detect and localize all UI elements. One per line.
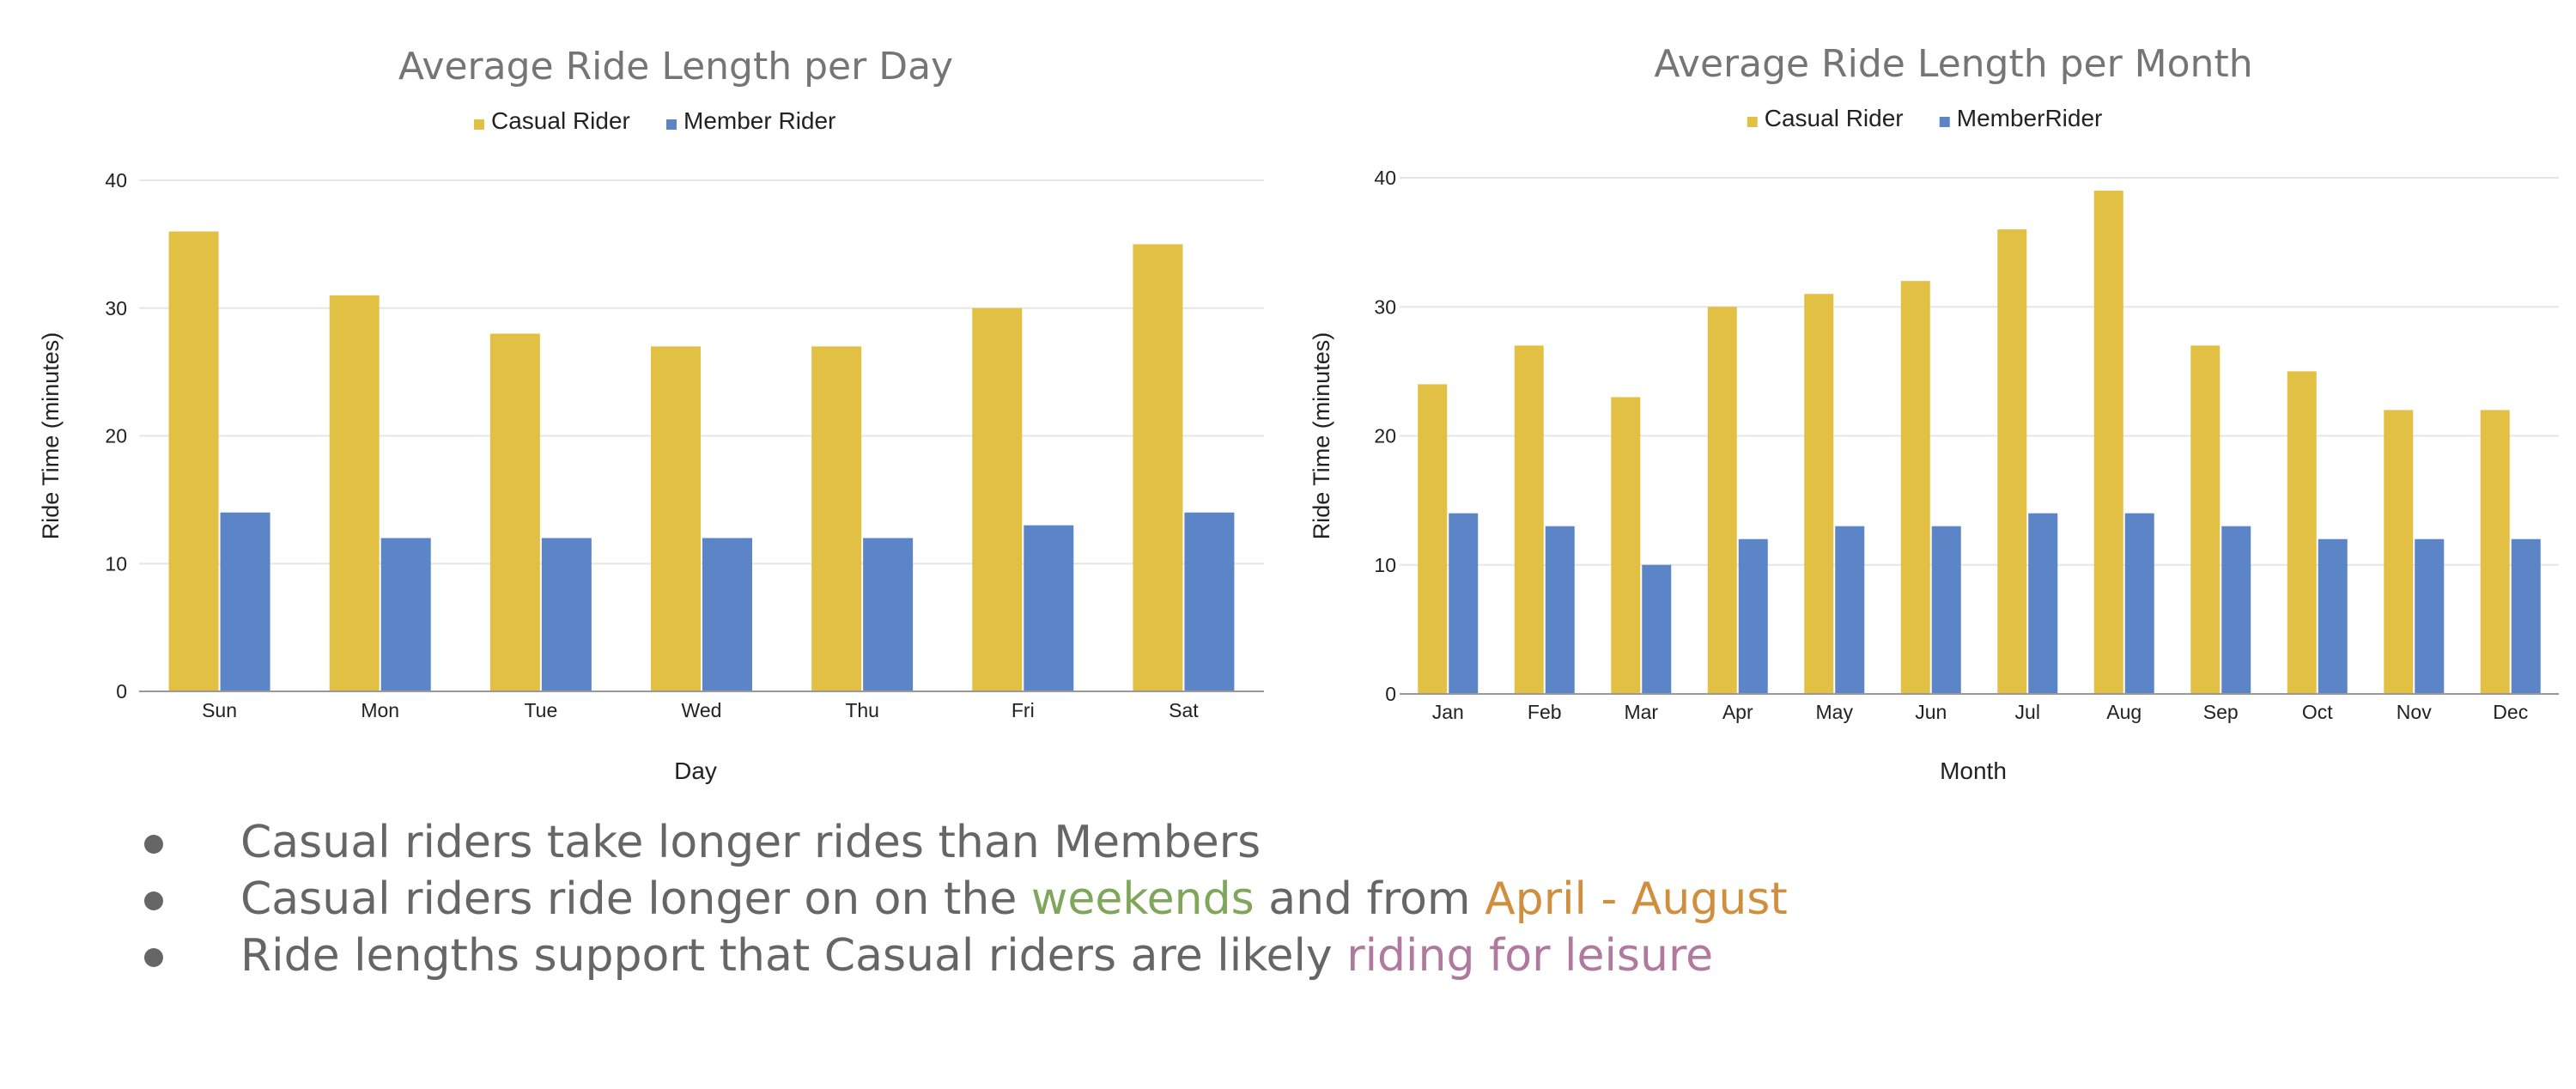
finding-text: Ride lengths support that Casual riders … xyxy=(240,928,1713,984)
member-bar-sat xyxy=(1184,512,1235,691)
member-bar-sep xyxy=(2221,526,2251,694)
casual-bar-thu xyxy=(811,346,862,691)
casual-bar-tue xyxy=(489,333,540,691)
finding-text-segment: weekends xyxy=(1030,873,1255,925)
casual-bar-wed xyxy=(651,346,701,691)
member-bar-sun xyxy=(220,512,270,691)
finding-text-segment: Ride lengths support that Casual riders … xyxy=(240,930,1347,982)
legend-swatch-casual xyxy=(474,119,484,130)
casual-bar-fri xyxy=(972,307,1023,691)
legend: Casual Rider Member Rider xyxy=(474,107,835,134)
casual-bar-feb xyxy=(1514,345,1544,694)
legend-label-casual: Casual Rider xyxy=(1765,105,1904,131)
member-bar-jan xyxy=(1449,513,1479,694)
casual-bar-oct xyxy=(2287,371,2317,694)
bullet-dot-icon xyxy=(144,891,163,910)
x-tick-label: Nov xyxy=(2397,701,2432,723)
y-tick-label: 30 xyxy=(105,297,127,319)
x-tick-label: Feb xyxy=(1528,701,1562,723)
legend-swatch-member xyxy=(1939,117,1950,127)
casual-bar-may xyxy=(1804,294,1834,694)
finding-text-segment: April - August xyxy=(1485,873,1788,925)
legend-swatch-casual xyxy=(1747,117,1758,127)
chart-title: Average Ride Length per Day xyxy=(398,45,953,88)
bullet-dot-icon xyxy=(144,948,163,967)
x-tick-label: Sat xyxy=(1169,699,1199,721)
chart-title: Average Ride Length per Month xyxy=(1654,42,2252,86)
casual-bar-nov xyxy=(2384,410,2414,694)
x-axis-label: Month xyxy=(1940,757,2007,784)
casual-bar-sat xyxy=(1133,244,1183,691)
y-tick-label: 30 xyxy=(1374,295,1396,318)
member-bar-oct xyxy=(2318,538,2348,694)
x-tick-label: Sep xyxy=(2203,701,2239,723)
casual-bar-sep xyxy=(2190,345,2221,694)
casual-bar-apr xyxy=(1707,307,1737,694)
legend-swatch-member xyxy=(666,119,677,130)
member-bar-mon xyxy=(380,538,431,691)
casual-bar-mar xyxy=(1611,397,1641,694)
casual-bar-jan xyxy=(1418,384,1448,694)
casual-bar-sun xyxy=(168,231,219,691)
member-bar-tue xyxy=(541,538,592,691)
chart-ride-length-per-month: Average Ride Length per Month Casual Ride… xyxy=(1309,42,2559,784)
member-bar-nov xyxy=(2415,538,2445,694)
x-tick-label: Mar xyxy=(1624,701,1658,723)
x-tick-label: Mon xyxy=(361,699,399,721)
casual-bar-dec xyxy=(2480,410,2510,694)
x-tick-label: Fri xyxy=(1012,699,1035,721)
y-tick-label: 10 xyxy=(105,552,127,575)
member-bar-fri xyxy=(1024,525,1074,691)
member-bar-jun xyxy=(1931,526,1961,694)
y-tick-label: 20 xyxy=(1374,425,1396,447)
casual-bar-mon xyxy=(329,295,380,691)
member-bar-wed xyxy=(702,538,752,691)
member-bar-aug xyxy=(2124,513,2154,694)
x-tick-label: Wed xyxy=(682,699,722,721)
finding-text-segment: Casual riders ride longer on on the xyxy=(240,873,1031,925)
x-tick-label: Jun xyxy=(1915,701,1947,723)
member-bar-thu xyxy=(863,538,914,691)
casual-bar-jun xyxy=(1900,281,1930,694)
x-tick-label: Jan xyxy=(1432,701,1464,723)
y-axis-label: Ride Time (minutes) xyxy=(38,332,64,540)
x-tick-label: Sun xyxy=(202,699,237,721)
y-tick-label: 10 xyxy=(1374,554,1396,576)
x-tick-label: Jul xyxy=(2015,701,2040,723)
y-axis-label: Ride Time (minutes) xyxy=(1309,332,1334,540)
x-tick-label: Dec xyxy=(2493,701,2528,723)
casual-bar-aug xyxy=(2093,191,2123,694)
member-bar-may xyxy=(1835,526,1865,694)
finding-text-segment: Casual riders take longer rides than Mem… xyxy=(240,817,1261,868)
y-tick-label: 40 xyxy=(1374,167,1396,189)
x-tick-label: May xyxy=(1816,701,1854,723)
x-tick-label: Apr xyxy=(1722,701,1753,723)
x-tick-label: Oct xyxy=(2302,701,2333,723)
legend-label-casual: Casual Rider xyxy=(491,107,630,134)
legend-label-member: Member Rider xyxy=(683,107,835,134)
legend-label-member: MemberRider xyxy=(1957,105,2103,131)
x-tick-label: Aug xyxy=(2106,701,2142,723)
member-bar-apr xyxy=(1738,538,1768,694)
member-bar-dec xyxy=(2511,538,2541,694)
finding-text-segment: riding for leisure xyxy=(1346,930,1714,982)
bullet-dot-icon xyxy=(144,835,163,854)
member-bar-mar xyxy=(1642,564,1672,694)
legend: Casual Rider MemberRider xyxy=(1747,105,2103,131)
member-bar-jul xyxy=(2028,513,2058,694)
finding-text-segment: and from xyxy=(1254,873,1485,925)
y-tick-label: 20 xyxy=(105,425,127,447)
x-axis-label: Day xyxy=(674,757,717,784)
x-tick-label: Tue xyxy=(524,699,557,721)
x-tick-label: Thu xyxy=(845,699,879,721)
finding-text: Casual riders ride longer on on the week… xyxy=(240,871,1788,928)
casual-bar-jul xyxy=(1997,229,2027,695)
y-tick-label: 0 xyxy=(1385,683,1396,705)
y-tick-label: 0 xyxy=(116,680,127,703)
chart-ride-length-per-day: Average Ride Length per Day Casual Rider M… xyxy=(38,45,1264,784)
y-tick-label: 40 xyxy=(105,169,127,192)
finding-text: Casual riders take longer rides than Mem… xyxy=(240,814,1261,871)
member-bar-feb xyxy=(1545,526,1575,694)
